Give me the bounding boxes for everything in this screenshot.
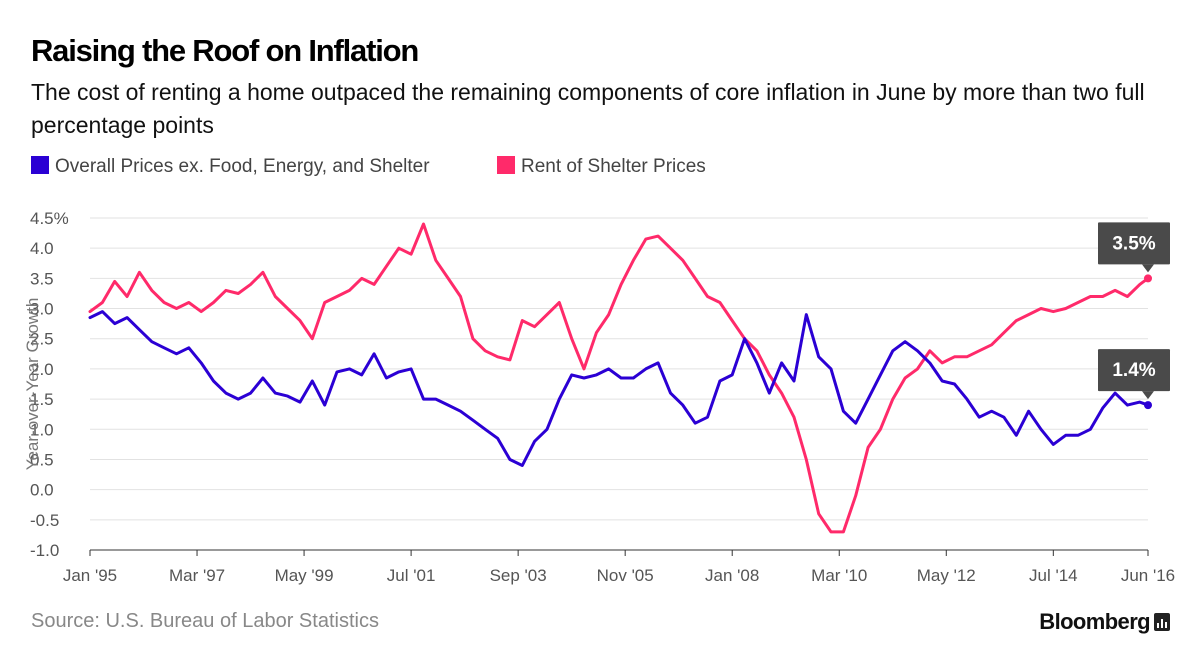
legend-label-rent: Rent of Shelter Prices <box>521 156 706 177</box>
y-tick-label: 2.0 <box>30 360 54 379</box>
x-tick-label: Sep '03 <box>490 566 547 585</box>
legend-item-rent: Rent of Shelter Prices <box>497 156 706 178</box>
x-tick-label: Mar '97 <box>169 566 225 585</box>
series-line <box>88 222 1150 534</box>
x-tick-label: Jun '16 <box>1121 566 1175 585</box>
y-tick-label: 4.0 <box>30 239 54 258</box>
callout-pointer <box>1142 391 1154 400</box>
brand-name: Bloomberg <box>1039 609 1150 634</box>
series-end-dot <box>1144 274 1152 283</box>
series-end-dot <box>1144 401 1152 410</box>
callout-label: 3.5% <box>1112 233 1155 254</box>
x-tick-label: Jul '14 <box>1029 566 1078 585</box>
callout-label: 1.4% <box>1112 360 1155 381</box>
y-tick-label: 0.5 <box>30 450 54 469</box>
legend-item-overall: Overall Prices ex. Food, Energy, and She… <box>31 156 430 178</box>
x-tick-label: Jul '01 <box>387 566 436 585</box>
chart-title: Raising the Roof on Inflation <box>31 33 419 68</box>
y-tick-label: 4.5% <box>30 209 69 228</box>
x-tick-label: Mar '10 <box>811 566 867 585</box>
x-tick-label: May '99 <box>275 566 334 585</box>
y-tick-label: 1.0 <box>30 420 54 439</box>
y-tick-label: 3.5 <box>30 269 54 288</box>
series-line <box>88 310 1150 467</box>
callout-box <box>1098 222 1170 265</box>
legend-label-overall: Overall Prices ex. Food, Energy, and She… <box>55 156 430 177</box>
chart-subtitle: The cost of renting a home outpaced the … <box>31 79 1145 138</box>
brand-chart-icon <box>1154 613 1170 631</box>
line-chart: 4.5%4.03.53.02.52.01.51.00.50.0-0.5-1.0J… <box>23 209 1175 585</box>
y-tick-label: -1.0 <box>30 541 59 560</box>
callout-pointer <box>1142 264 1154 273</box>
y-tick-label: 1.5 <box>30 390 54 409</box>
x-tick-label: Nov '05 <box>597 566 654 585</box>
y-tick-label: -0.5 <box>30 511 59 530</box>
callout-box <box>1098 349 1170 392</box>
legend-swatch-overall <box>31 156 49 174</box>
brand-logo: Bloomberg <box>1039 609 1170 635</box>
y-tick-label: 3.0 <box>30 300 54 319</box>
x-tick-label: Jan '08 <box>705 566 759 585</box>
y-axis-label: Year-over-Year Growth <box>23 298 42 471</box>
y-tick-label: 2.5 <box>30 330 54 349</box>
y-tick-label: 0.0 <box>30 481 54 500</box>
source-note: Source: U.S. Bureau of Labor Statistics <box>31 610 379 632</box>
x-tick-label: Jan '95 <box>63 566 117 585</box>
x-tick-label: May '12 <box>917 566 976 585</box>
legend-swatch-rent <box>497 156 515 174</box>
